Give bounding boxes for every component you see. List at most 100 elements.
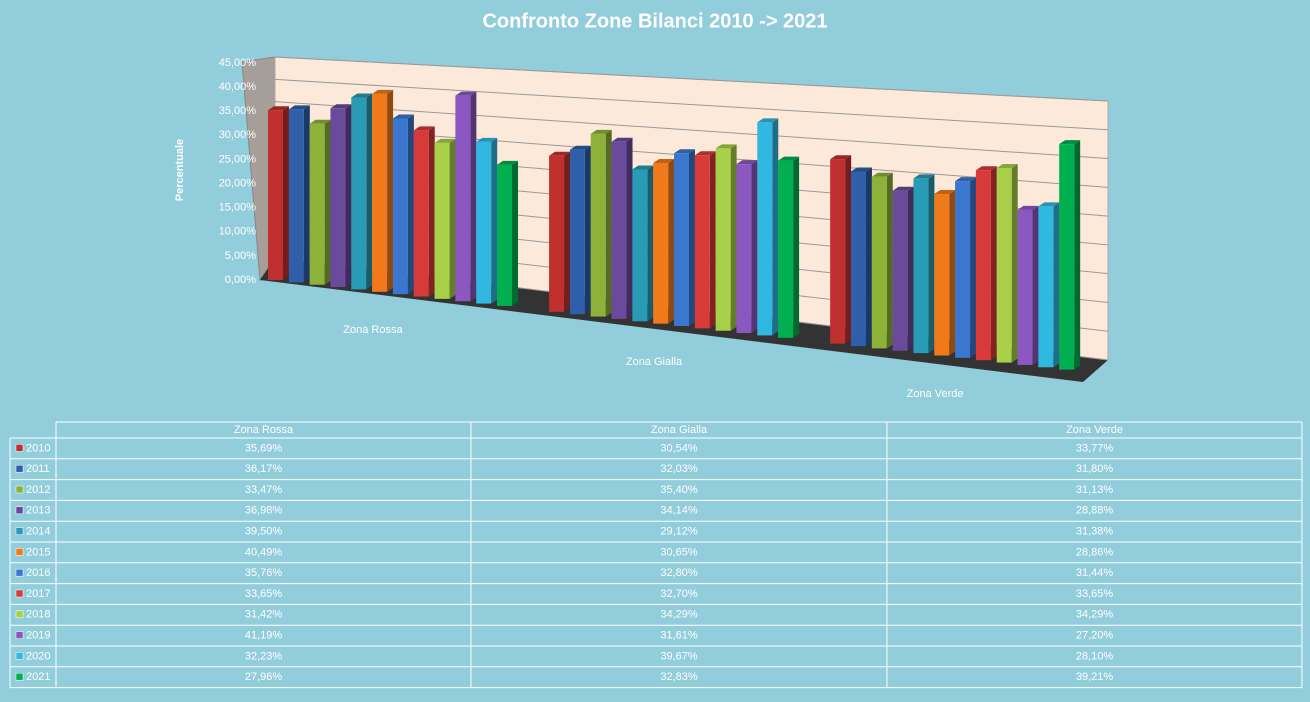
bar-side (709, 151, 716, 329)
bar (892, 190, 908, 351)
table-cell: 35,40% (660, 484, 698, 496)
y-axis-label: Percentuale (174, 139, 186, 201)
bar (1059, 144, 1075, 370)
grid-line (274, 78, 1109, 131)
bar-top (1059, 140, 1081, 145)
table-cell: 31,38% (1076, 526, 1114, 538)
legend-label: 2010 (26, 442, 50, 454)
bar-side (1074, 140, 1081, 370)
bar-top (413, 126, 435, 131)
bar-side (865, 167, 872, 347)
legend-label: 2019 (26, 630, 50, 642)
bar-side (928, 174, 935, 354)
bar-side (772, 118, 779, 336)
bar (850, 171, 866, 347)
table-cell: 35,76% (245, 567, 283, 579)
bar-side (605, 129, 612, 317)
legend-key (15, 672, 24, 681)
bar (694, 155, 710, 329)
y-tick-label: 15,00% (219, 202, 257, 214)
bar (476, 141, 492, 304)
table-cell: 32,80% (660, 567, 698, 579)
bar-top (996, 164, 1018, 169)
bar (268, 110, 283, 280)
bar-side (845, 155, 852, 344)
bar-top (268, 106, 289, 111)
bar (975, 170, 991, 361)
table-cell: 39,50% (245, 526, 283, 538)
bar-side (1032, 205, 1039, 365)
table-cell: 34,29% (1076, 609, 1114, 621)
bar-side (647, 165, 654, 322)
table-cell: 36,17% (245, 463, 283, 475)
legend-label: 2014 (26, 526, 50, 538)
table-cell: 28,10% (1076, 650, 1114, 662)
table-cell: 39,21% (1076, 671, 1114, 683)
bar-top (694, 151, 716, 156)
bar-top (850, 167, 872, 172)
bar-top (955, 177, 977, 182)
legend-key (15, 464, 24, 473)
grid-line (274, 101, 1109, 160)
table-cell: 32,83% (660, 671, 698, 683)
table-cell: 34,14% (660, 505, 698, 517)
bar-top (351, 93, 373, 98)
table-cell: 32,70% (660, 588, 698, 600)
bar (934, 194, 950, 356)
table-cell: 33,65% (1076, 588, 1114, 600)
x-tick-label: Zona Gialla (626, 356, 683, 368)
bar-top (497, 160, 519, 165)
bar (372, 93, 388, 292)
bar (736, 164, 752, 334)
bar-side (793, 156, 800, 338)
bar (392, 118, 408, 295)
bar-side (282, 106, 289, 280)
bar (434, 142, 450, 299)
bar-top (434, 138, 456, 143)
bar-top (392, 114, 414, 119)
bar-side (688, 149, 695, 326)
table-cell: 27,20% (1076, 630, 1114, 642)
x-tick-label: Zona Rossa (343, 324, 403, 336)
bar-side (907, 186, 914, 351)
legend-key (15, 652, 24, 660)
chart-title: Confronto Zone Bilanci 2010 -> 2021 (482, 10, 827, 32)
bar-side (345, 104, 352, 288)
bar-side (886, 172, 893, 349)
bar (955, 181, 971, 358)
bar-side (470, 91, 477, 302)
bar-top (892, 186, 914, 191)
bar-top (653, 159, 675, 164)
bar-side (970, 177, 977, 358)
bar-top (736, 160, 758, 165)
legend-label: 2018 (26, 609, 50, 621)
table-cell: 31,42% (245, 609, 283, 621)
bar (611, 141, 627, 319)
bar-side (751, 160, 758, 334)
bar (757, 122, 773, 336)
bar-top (934, 190, 956, 195)
table-cell: 31,13% (1076, 484, 1114, 496)
bar-top (632, 165, 654, 170)
bar-top (288, 105, 310, 110)
table-cell: 34,29% (660, 609, 698, 621)
bar-top (330, 104, 352, 109)
table-cell: 41,19% (245, 630, 283, 642)
bar-side (1011, 164, 1018, 363)
bar-top (1038, 202, 1060, 207)
table-cell: 39,67% (660, 650, 698, 662)
bar (913, 178, 929, 354)
table-cell: 28,88% (1076, 505, 1114, 517)
table-cell: 31,44% (1076, 567, 1114, 579)
table-cell: 32,23% (245, 650, 283, 662)
bar-top (715, 144, 737, 149)
bar (830, 159, 846, 344)
bar-top (372, 89, 394, 94)
bar-top (476, 137, 498, 142)
bar-top (590, 129, 612, 134)
bar-top (778, 156, 800, 161)
bar-side (324, 119, 331, 285)
table-cell: 31,61% (660, 630, 698, 642)
y-tick-label: 10,00% (219, 226, 257, 238)
